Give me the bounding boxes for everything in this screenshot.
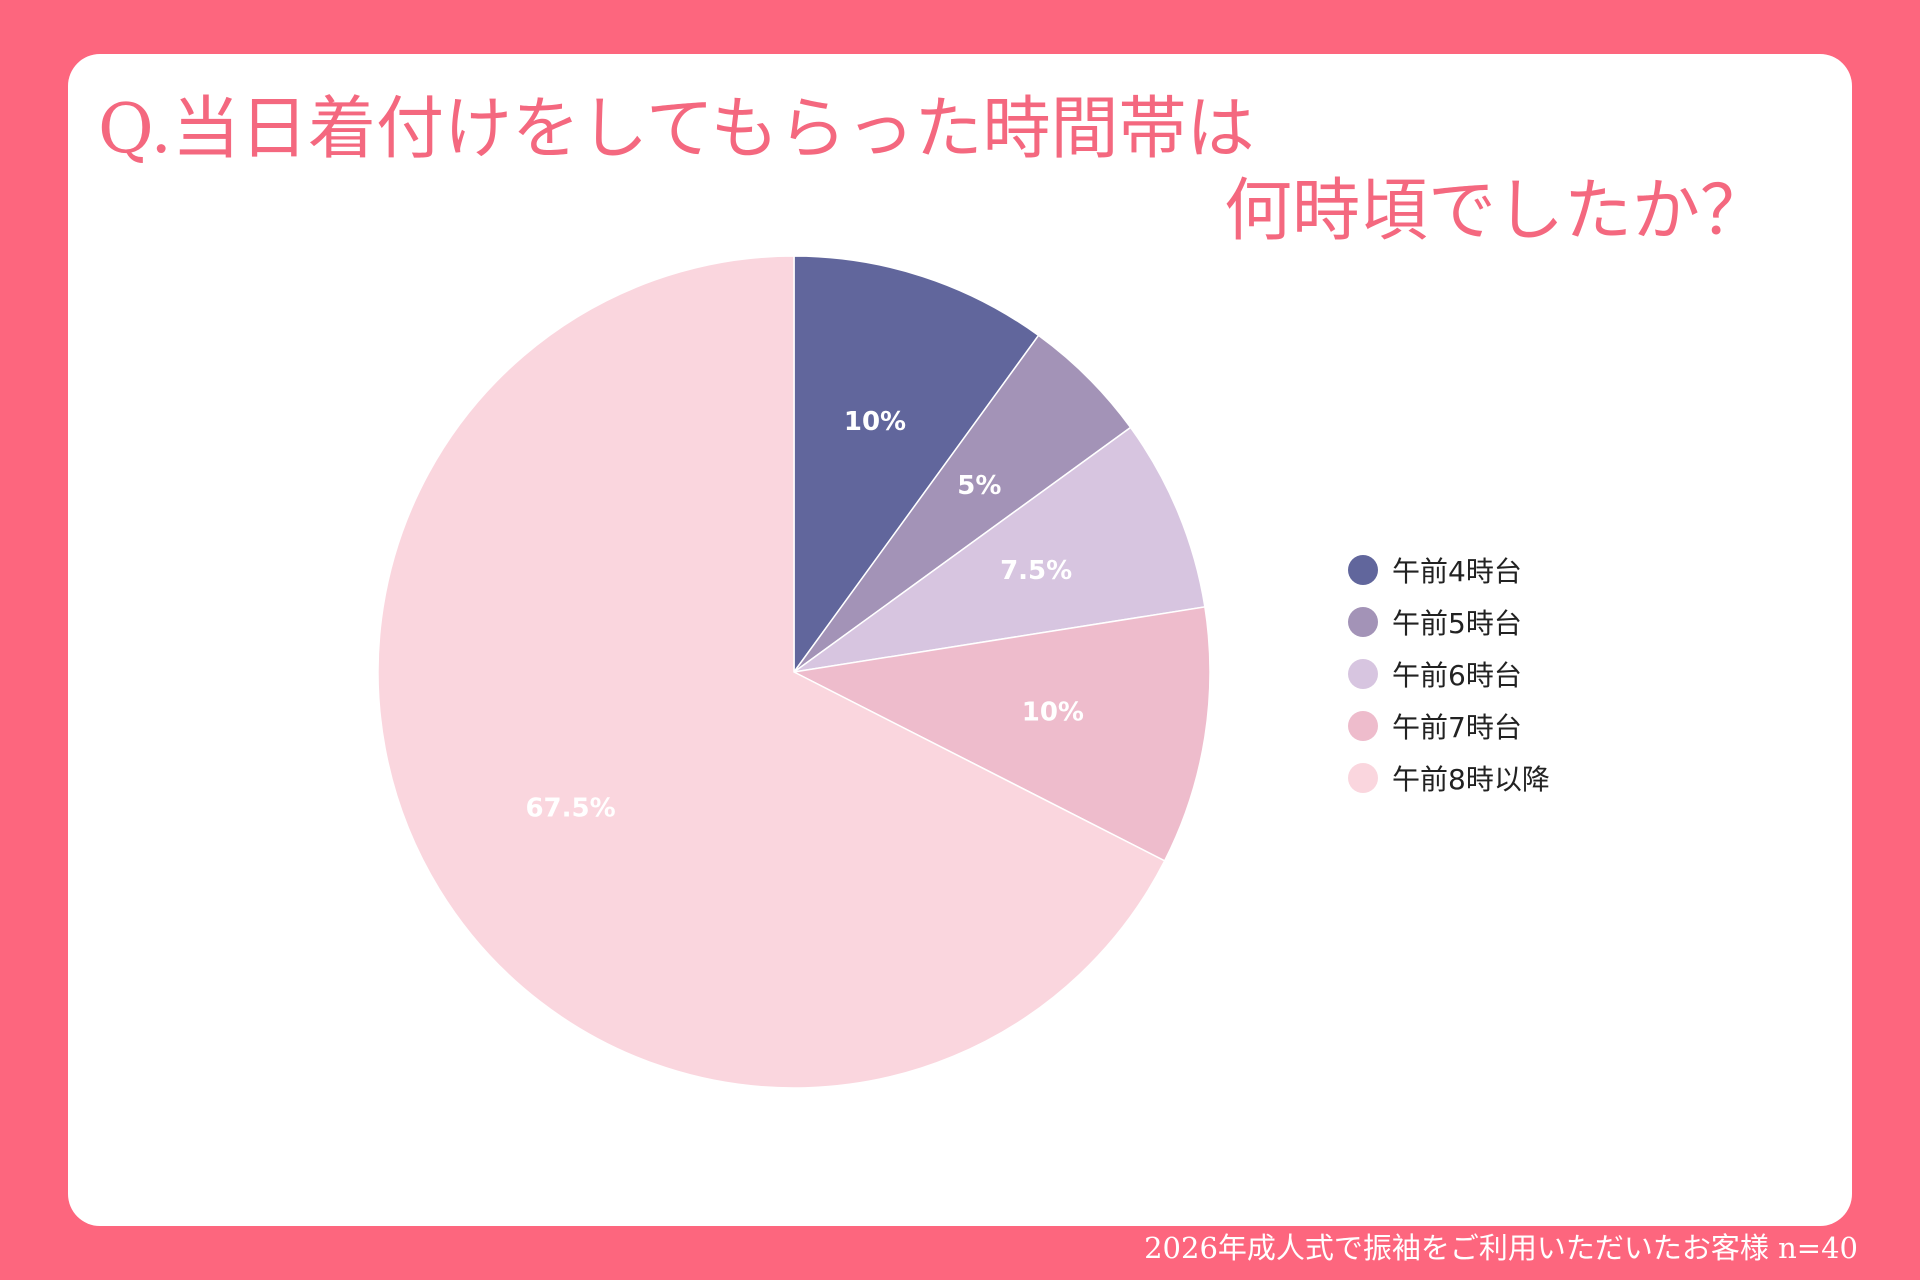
legend-item-1: 午前4時台 <box>1348 544 1550 596</box>
pie-slice-3 <box>793 426 1206 673</box>
slice-value-label-3: 7.5% <box>1000 556 1072 586</box>
legend-item-5: 午前8時以降 <box>1348 752 1550 804</box>
pie-slice-1 <box>793 255 1040 675</box>
chart-title-line-2: 何時頃でしたか？ <box>1223 172 1768 251</box>
slice-value-label-5: 67.5% <box>525 793 615 823</box>
legend-swatch-5 <box>1348 763 1378 793</box>
slice-value-label-4: 10% <box>1022 697 1084 727</box>
legend-item-2: 午前5時台 <box>1348 596 1550 648</box>
legend-item-4: 午前7時台 <box>1348 700 1550 752</box>
legend-label-4: 午前7時台 <box>1392 711 1522 744</box>
legend-label-3: 午前6時台 <box>1392 659 1522 692</box>
legend-swatch-1 <box>1348 555 1378 585</box>
legend-swatch-4 <box>1348 711 1378 741</box>
pie-slice-4 <box>791 606 1211 862</box>
legend-swatch-2 <box>1348 607 1378 637</box>
slice-value-label-2: 5% <box>957 471 1001 501</box>
sample-note: 2026年成人式で振袖をご利用いただいたお客様 n=40 <box>1144 1231 1858 1265</box>
legend-item-3: 午前6時台 <box>1348 648 1550 700</box>
pie-slice-5 <box>377 255 1166 1089</box>
legend-label-1: 午前4時台 <box>1392 555 1522 588</box>
chart-title-line-1: Q.当日着付けをしてもらった時間帯は <box>98 90 1255 169</box>
slice-value-label-1: 10% <box>844 407 906 437</box>
legend-label-5: 午前8時以降 <box>1392 763 1550 796</box>
legend-label-2: 午前5時台 <box>1392 607 1522 640</box>
legend-swatch-3 <box>1348 659 1378 689</box>
chart-legend: 午前4時台午前5時台午前6時台午前7時台午前8時以降 <box>1348 544 1550 804</box>
